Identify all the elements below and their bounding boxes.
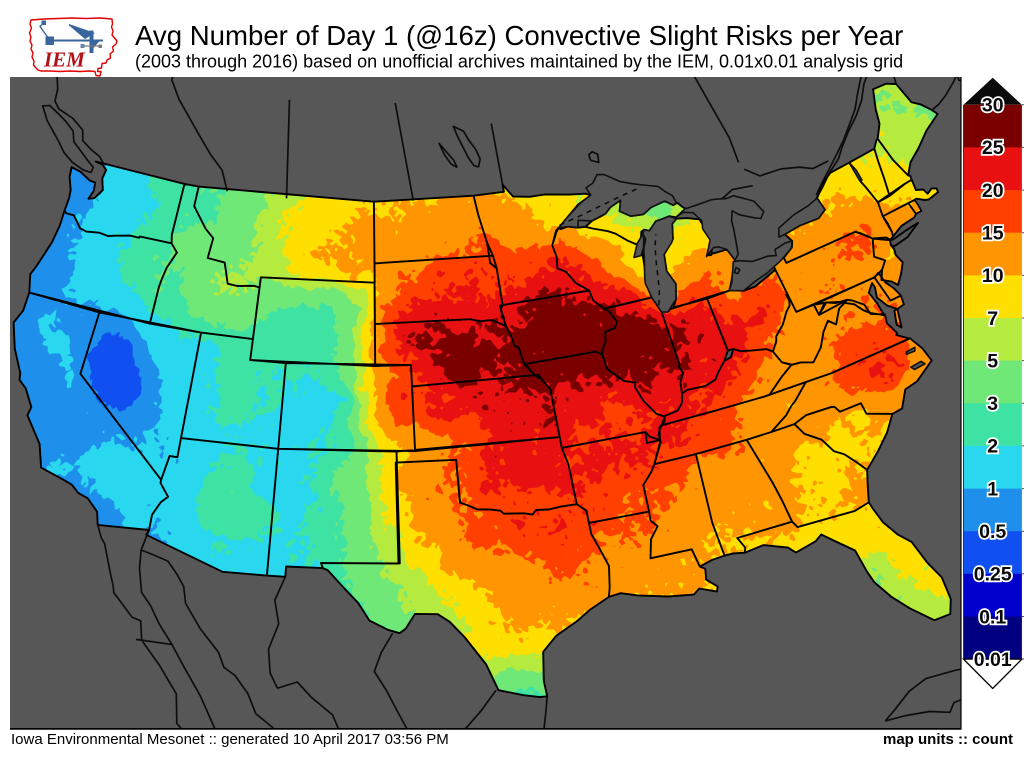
svg-text:Iowa Environmental Mesonet ::: Iowa Environmental Mesonet :: generated … bbox=[11, 731, 449, 748]
svg-text:1: 1 bbox=[987, 478, 998, 500]
svg-text:15: 15 bbox=[982, 223, 1004, 245]
svg-text:10: 10 bbox=[982, 265, 1004, 287]
svg-text:30: 30 bbox=[982, 95, 1004, 117]
svg-text:Avg Number of Day 1 (@16z) Con: Avg Number of Day 1 (@16z) Convective Sl… bbox=[135, 20, 903, 51]
svg-text:0.25: 0.25 bbox=[974, 564, 1012, 586]
svg-text:25: 25 bbox=[982, 137, 1004, 159]
svg-text:0.5: 0.5 bbox=[979, 521, 1006, 543]
svg-text:(2003 through 2016) based on u: (2003 through 2016) based on unofficial … bbox=[135, 52, 903, 72]
svg-text:map units :: count: map units :: count bbox=[883, 731, 1013, 748]
svg-text:0.01: 0.01 bbox=[974, 649, 1012, 671]
svg-text:IEM: IEM bbox=[43, 48, 86, 72]
svg-text:5: 5 bbox=[987, 350, 998, 372]
svg-text:7: 7 bbox=[987, 308, 998, 330]
svg-text:0.1: 0.1 bbox=[979, 606, 1006, 628]
svg-text:3: 3 bbox=[987, 393, 998, 415]
svg-text:20: 20 bbox=[982, 180, 1004, 202]
svg-text:2: 2 bbox=[987, 436, 998, 458]
